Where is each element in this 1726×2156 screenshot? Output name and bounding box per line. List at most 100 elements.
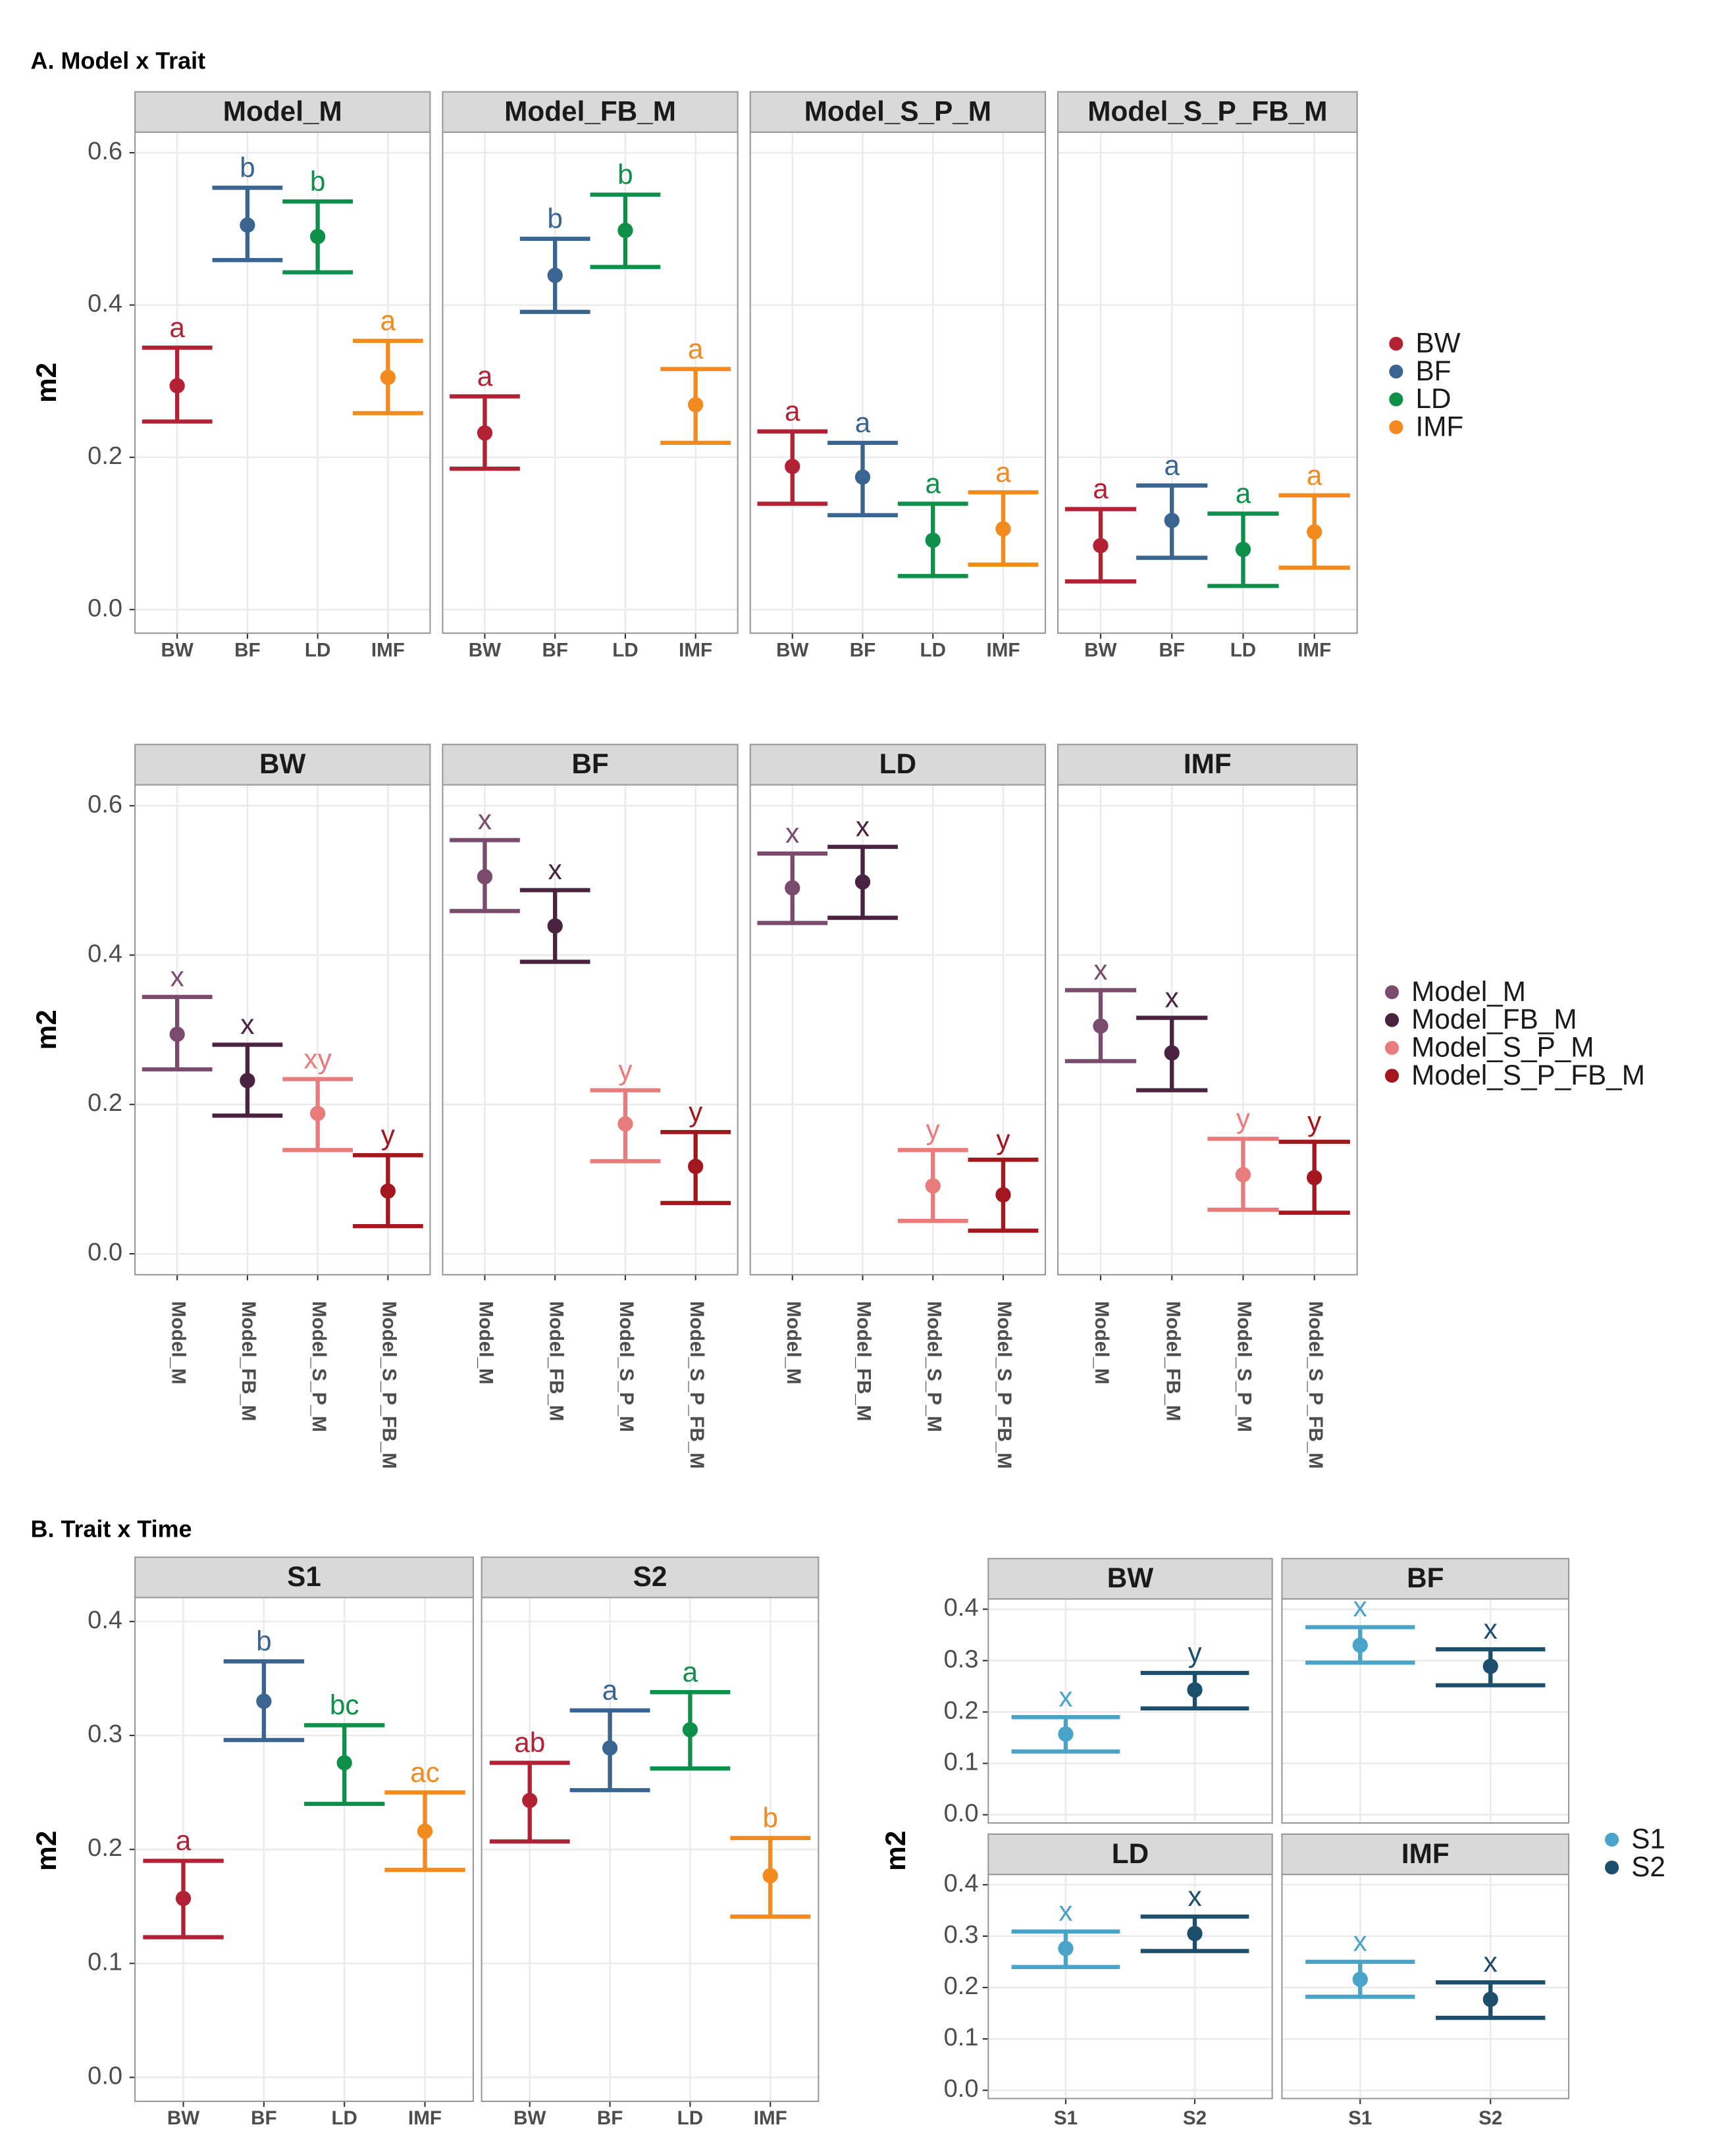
significance-letter: a <box>1093 473 1109 504</box>
y-tick-label: 0.4 <box>944 1870 979 1897</box>
point <box>175 1891 192 1907</box>
significance-letter: x <box>478 804 492 835</box>
point <box>547 918 563 934</box>
strip <box>134 1556 474 1599</box>
strip <box>1057 744 1358 786</box>
x-tick-label: BW <box>1084 639 1116 661</box>
legend-label: IMF <box>1415 411 1463 442</box>
strip-title: BF <box>1407 1562 1444 1593</box>
point <box>688 397 704 413</box>
x-tick-label: BF <box>234 639 260 661</box>
panel-background <box>750 132 1045 634</box>
x-tick-label: BW <box>161 639 193 661</box>
significance-letter: y <box>1307 1106 1322 1137</box>
x-tick-label: Model_S_P_FB_M <box>1305 1301 1326 1469</box>
x-tick-label: Model_M <box>167 1301 189 1385</box>
x-tick-label: IMF <box>754 2107 787 2129</box>
legend-key <box>1389 364 1403 379</box>
point <box>995 1187 1011 1203</box>
panel-border <box>442 784 739 1275</box>
strip-title: S2 <box>633 1561 667 1592</box>
point <box>682 1722 698 1737</box>
significance-letter: a <box>855 407 871 438</box>
x-tick-label: Model_FB_M <box>238 1301 259 1422</box>
x-tick-label: Model_M <box>783 1301 804 1385</box>
significance-letter: x <box>1188 1881 1201 1912</box>
x-tick-label: Model_M <box>1091 1301 1112 1385</box>
legend-label: S1 <box>1631 1824 1665 1855</box>
point <box>925 1178 941 1194</box>
x-tick-label: LD <box>677 2107 703 2129</box>
point <box>1235 1167 1251 1183</box>
x-tick-label: IMF <box>679 639 712 661</box>
strip <box>987 1833 1273 1876</box>
significance-letter: x <box>240 1009 254 1040</box>
point <box>617 1116 633 1132</box>
x-tick-label: IMF <box>371 639 405 661</box>
panel-background <box>135 132 431 634</box>
significance-letter: x <box>1059 1681 1072 1712</box>
x-tick-label: Model_S_P_M <box>923 1301 945 1432</box>
panel-background <box>988 1874 1272 2099</box>
legend-key <box>1389 420 1403 434</box>
panel-background <box>442 784 738 1275</box>
significance-letter: x <box>1353 1926 1367 1957</box>
y-tick-label: 0.0 <box>88 2063 122 2090</box>
significance-letter: a <box>925 468 941 499</box>
x-tick-label: BF <box>850 639 876 661</box>
significance-letter: x <box>785 818 799 849</box>
significance-letter: a <box>1236 478 1251 509</box>
x-tick-label: Model_M <box>475 1301 497 1385</box>
y-tick-label: 0.2 <box>944 1697 979 1724</box>
panel-background <box>1058 784 1357 1275</box>
panel-border <box>749 131 1047 634</box>
point <box>1164 1045 1180 1061</box>
panel-border <box>481 1597 820 2102</box>
strip-title: LD <box>879 748 916 779</box>
legend-key <box>1389 392 1403 407</box>
point <box>240 1073 255 1089</box>
legend-label: Model_S_P_M <box>1411 1032 1594 1063</box>
y-tick-label: 0.2 <box>88 442 122 470</box>
legend-label: BF <box>1415 355 1451 386</box>
x-tick-label: IMF <box>408 2107 442 2129</box>
strip-title: LD <box>1112 1838 1149 1869</box>
x-tick-label: S2 <box>1478 2107 1502 2129</box>
significance-letter: y <box>996 1124 1010 1155</box>
x-tick-label: IMF <box>986 639 1020 661</box>
point <box>1058 1941 1074 1957</box>
panel-background <box>1282 1599 1569 1823</box>
point <box>995 521 1011 537</box>
point <box>417 1823 433 1839</box>
panel-border <box>134 1597 474 2102</box>
x-tick-label: LD <box>1230 639 1256 661</box>
section-title: B. Trait x Time <box>31 1515 192 1542</box>
point <box>1352 1637 1368 1653</box>
point <box>477 425 493 441</box>
x-tick-label: Model_S_P_FB_M <box>686 1301 708 1469</box>
x-tick-label: BW <box>469 639 501 661</box>
x-tick-label: Model_FB_M <box>853 1301 875 1422</box>
y-axis-label: m2 <box>31 1010 62 1050</box>
legend-label: Model_FB_M <box>1411 1004 1577 1035</box>
significance-letter: x <box>1484 1947 1498 1978</box>
y-tick-label: 0.2 <box>88 1834 122 1862</box>
x-tick-label: Model_S_P_M <box>615 1301 637 1432</box>
panel-background <box>1282 1874 1569 2099</box>
panel-border <box>1057 131 1358 634</box>
point <box>854 469 871 485</box>
y-tick-label: 0.4 <box>88 290 122 318</box>
y-tick-label: 0.1 <box>944 2024 979 2051</box>
x-tick-label: LD <box>331 2107 357 2129</box>
legend-key <box>1605 1832 1619 1847</box>
significance-letter: y <box>926 1114 941 1145</box>
point <box>477 869 493 885</box>
point <box>617 222 633 238</box>
point <box>1187 1926 1203 1941</box>
y-tick-label: 0.3 <box>88 1720 122 1748</box>
point <box>1482 1658 1498 1674</box>
point <box>240 217 255 233</box>
legend-key <box>1384 1040 1399 1055</box>
significance-letter: y <box>689 1096 703 1127</box>
point <box>854 874 871 890</box>
